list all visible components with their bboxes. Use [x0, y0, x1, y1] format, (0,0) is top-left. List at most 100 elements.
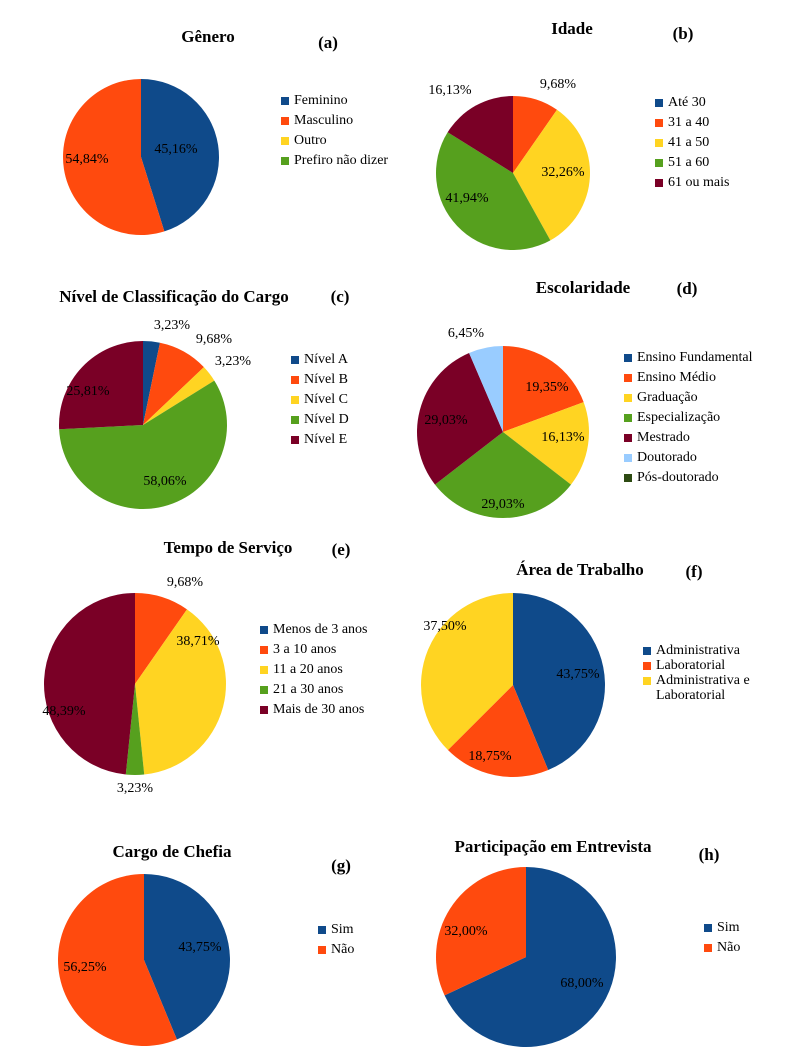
chart-title: Escolaridade [536, 278, 631, 297]
data-label: 19,35% [525, 380, 569, 395]
legend-swatch [624, 394, 632, 402]
chart-title: Nível de Classificação do Cargo [59, 287, 288, 306]
pie-slice [444, 867, 616, 1047]
panel-label: (b) [673, 24, 694, 43]
panel-label: (a) [318, 33, 338, 52]
legend-label: Sim [717, 920, 740, 935]
legend-label: Doutorado [637, 450, 697, 465]
pie-slice [58, 341, 143, 430]
data-label: 29,03% [481, 497, 525, 512]
legend-item: Administrativa e Laboratorial [643, 673, 773, 703]
legend-item: Prefiro não dizer [281, 151, 388, 171]
legend-swatch [655, 179, 663, 187]
pie-slice [503, 346, 584, 432]
data-label: 6,45% [448, 326, 485, 341]
pie-slice [447, 96, 513, 173]
legend-label: Prefiro não dizer [294, 153, 389, 168]
legend: Sim Não [704, 918, 740, 958]
legend-label: Administrativa [656, 643, 740, 658]
data-label: 43,75% [178, 940, 222, 955]
legend-label: Nível E [304, 432, 348, 447]
legend-swatch [624, 434, 632, 442]
legend-swatch [281, 137, 289, 145]
legend-swatch [624, 414, 632, 422]
legend-item: Nível B [291, 370, 349, 390]
pie-slice [58, 874, 177, 1046]
pie-slice [135, 609, 227, 775]
legend-label: Nível D [304, 412, 349, 427]
legend-item: 3 a 10 anos [260, 640, 368, 660]
pie-slice [469, 346, 503, 432]
legend-label: Ensino Médio [637, 370, 716, 385]
legend-item: 51 a 60 [655, 153, 729, 173]
legend-swatch [260, 706, 268, 714]
pie-slice [434, 432, 572, 519]
legend-swatch [260, 666, 268, 674]
data-label: 3,23% [215, 354, 252, 369]
panel-label: (e) [332, 540, 351, 559]
chart-title: Idade [551, 19, 593, 38]
legend-item: 41 a 50 [655, 133, 729, 153]
legend-label: Especialização [637, 410, 721, 425]
chart-title: Gênero [181, 27, 235, 46]
legend-label: 31 a 40 [668, 115, 710, 130]
legend-label: 3 a 10 anos [273, 642, 337, 657]
legend-label: 11 a 20 anos [273, 662, 343, 677]
legend-swatch [281, 97, 289, 105]
legend-item: Menos de 3 anos [260, 620, 368, 640]
pie-slice [513, 593, 605, 770]
legend-item: Graduação [624, 388, 753, 408]
legend-item: Doutorado [624, 448, 753, 468]
legend-item: Ensino Fundamental [624, 348, 753, 368]
legend-swatch [291, 416, 299, 424]
legend-item: Nível C [291, 390, 349, 410]
legend-item: 31 a 40 [655, 113, 729, 133]
legend-swatch [260, 626, 268, 634]
legend-item: Nível D [291, 410, 349, 430]
legend-label: Laboratorial [656, 658, 726, 673]
pie-slice [143, 341, 160, 425]
legend-label: Graduação [637, 390, 698, 405]
legend-label: 51 a 60 [668, 155, 710, 170]
data-label: 29,03% [424, 413, 468, 428]
legend: Ensino Fundamental Ensino Médio Graduação E… [624, 348, 753, 488]
legend-label: Administrativa e Laboratorial [656, 673, 750, 703]
data-label: 37,50% [423, 619, 467, 634]
data-label: 9,68% [167, 575, 204, 590]
legend-item: Até 30 [655, 93, 729, 113]
legend-swatch [704, 944, 712, 952]
chart-title: Tempo de Serviço [164, 538, 293, 557]
legend-swatch [260, 686, 268, 694]
legend-swatch [291, 356, 299, 364]
panel-label: (g) [331, 856, 351, 875]
pie-slice [43, 593, 135, 775]
pie-slice [420, 593, 513, 751]
pie-slice [59, 380, 228, 509]
legend: Até 30 31 a 40 41 a 50 51 a 60 61 ou mais [655, 93, 729, 193]
data-label: 18,75% [468, 749, 512, 764]
legend-label: Ensino Fundamental [637, 350, 753, 365]
pie-slice [125, 684, 145, 775]
legend-label: Não [331, 942, 355, 957]
data-label: 32,26% [541, 165, 585, 180]
legend-swatch [643, 647, 651, 655]
legend-swatch [624, 354, 632, 362]
legend: Administrativa Laboratorial Administrativa… [643, 643, 773, 703]
pie-slice [63, 79, 165, 235]
legend-swatch [291, 396, 299, 404]
data-label: 54,84% [65, 152, 109, 167]
data-label: 32,00% [444, 924, 488, 939]
pie-slice [503, 402, 589, 485]
legend-label: Mestrado [637, 430, 690, 445]
legend-swatch [624, 454, 632, 462]
legend-item: Sim [318, 920, 354, 940]
legend-swatch [281, 117, 289, 125]
legend-item: Sim [704, 918, 740, 938]
panel-label: (h) [699, 845, 720, 864]
data-label: 58,06% [143, 474, 187, 489]
legend-swatch [291, 376, 299, 384]
legend-swatch [260, 646, 268, 654]
legend-item: Nível A [291, 350, 349, 370]
legend-item: Masculino [281, 111, 388, 131]
panel-label: (d) [677, 279, 698, 298]
